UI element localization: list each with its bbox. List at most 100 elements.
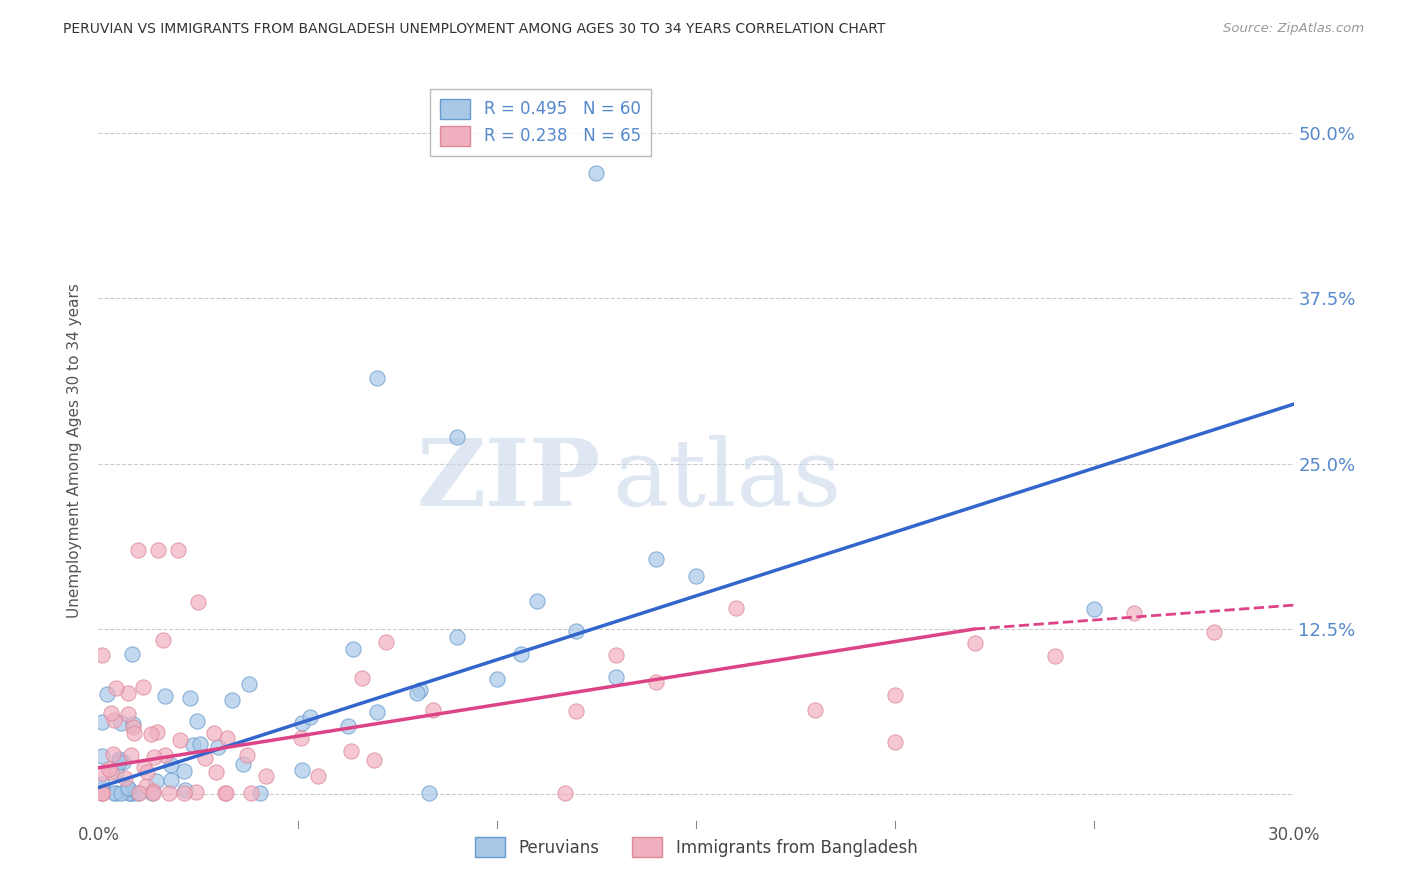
Point [202, 726, 225, 740]
Point [122, 786, 145, 800]
Point [249, 786, 271, 800]
Point [159, 773, 181, 788]
Point [406, 686, 429, 700]
Point [207, 739, 229, 754]
Point [408, 682, 430, 697]
Point [685, 568, 707, 582]
Point [350, 671, 373, 685]
Point [104, 786, 127, 800]
Point [179, 691, 201, 706]
Point [135, 779, 157, 793]
Point [142, 786, 165, 800]
Point [1083, 602, 1105, 616]
Text: Source: ZipAtlas.com: Source: ZipAtlas.com [1223, 22, 1364, 36]
Point [585, 166, 607, 180]
Point [122, 726, 145, 740]
Text: PERUVIAN VS IMMIGRANTS FROM BANGLADESH UNEMPLOYMENT AMONG AGES 30 TO 34 YEARS CO: PERUVIAN VS IMMIGRANTS FROM BANGLADESH U… [63, 22, 886, 37]
Point [963, 636, 986, 650]
Point [254, 769, 277, 783]
Point [143, 750, 166, 764]
Point [117, 706, 139, 721]
Point [114, 771, 136, 785]
Point [337, 719, 360, 733]
Point [104, 681, 127, 695]
Point [96, 687, 118, 701]
Point [1202, 624, 1225, 639]
Point [122, 717, 145, 731]
Point [127, 542, 149, 557]
Point [422, 703, 444, 717]
Point [152, 633, 174, 648]
Point [160, 758, 183, 772]
Point [110, 716, 132, 731]
Point [118, 786, 141, 800]
Point [134, 760, 156, 774]
Point [91, 786, 114, 800]
Point [446, 430, 468, 444]
Point [509, 647, 531, 661]
Point [565, 624, 588, 638]
Point [291, 763, 314, 777]
Point [142, 783, 165, 797]
Point [187, 595, 209, 609]
Point [121, 647, 143, 661]
Point [205, 764, 228, 779]
Point [112, 755, 135, 769]
Point [173, 783, 195, 797]
Point [605, 648, 627, 663]
Point [366, 370, 388, 384]
Point [238, 677, 260, 691]
Point [446, 630, 468, 644]
Point [91, 781, 114, 796]
Point [135, 764, 157, 779]
Point [155, 747, 177, 762]
Point [101, 747, 124, 762]
Point [181, 738, 204, 752]
Point [173, 786, 195, 800]
Point [145, 724, 167, 739]
Point [117, 780, 139, 795]
Point [91, 786, 114, 800]
Point [120, 747, 142, 762]
Y-axis label: Unemployment Among Ages 30 to 34 years: Unemployment Among Ages 30 to 34 years [67, 283, 83, 618]
Point [100, 706, 122, 720]
Point [236, 748, 259, 763]
Point [173, 764, 195, 779]
Point [132, 680, 155, 694]
Point [215, 786, 238, 800]
Point [120, 786, 142, 800]
Point [117, 780, 139, 795]
Point [145, 773, 167, 788]
Point [605, 670, 627, 684]
Point [214, 786, 236, 800]
Point [108, 756, 131, 770]
Point [645, 552, 668, 566]
Point [157, 786, 180, 800]
Point [188, 737, 211, 751]
Point [340, 744, 363, 758]
Point [1123, 606, 1146, 620]
Point [884, 688, 907, 702]
Point [108, 752, 131, 766]
Point [91, 648, 114, 663]
Point [128, 786, 150, 800]
Point [307, 768, 329, 782]
Point [565, 704, 588, 718]
Point [153, 689, 176, 703]
Point [884, 735, 907, 749]
Point [194, 750, 217, 764]
Point [240, 786, 263, 800]
Legend: Peruvians, Immigrants from Bangladesh: Peruvians, Immigrants from Bangladesh [468, 830, 924, 864]
Point [186, 714, 208, 728]
Text: atlas: atlas [613, 435, 842, 525]
Point [91, 749, 114, 764]
Point [291, 716, 314, 731]
Point [98, 762, 121, 776]
Point [298, 710, 321, 724]
Point [100, 764, 122, 779]
Point [221, 693, 243, 707]
Point [117, 686, 139, 700]
Point [526, 594, 548, 608]
Point [184, 785, 207, 799]
Point [804, 703, 827, 717]
